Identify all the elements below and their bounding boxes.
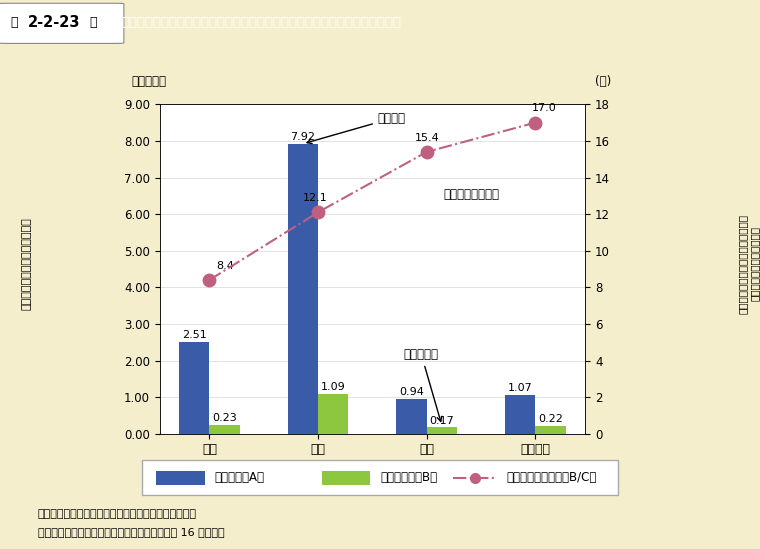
Text: 大学院学生の割合: 大学院学生の割合 <box>443 188 499 200</box>
Text: 大学院学生: 大学院学生 <box>404 348 442 422</box>
Text: 2-2-23: 2-2-23 <box>28 15 81 30</box>
Text: (％): (％) <box>595 75 612 88</box>
Text: 資料：文部科学省「教育指標の国際比較（平成 16 年版）」: 資料：文部科学省「教育指標の国際比較（平成 16 年版）」 <box>38 527 225 537</box>
Text: 0.94: 0.94 <box>399 388 424 397</box>
Text: 大学院学生（B）: 大学院学生（B） <box>380 471 437 484</box>
FancyBboxPatch shape <box>0 3 124 43</box>
Bar <box>287 144 318 434</box>
Text: 8.4: 8.4 <box>217 261 235 271</box>
Text: 主要国における学部・大学院に在籍する全学生数に占める大学院学生数の割合: 主要国における学部・大学院に在籍する全学生数に占める大学院学生数の割合 <box>122 16 401 29</box>
Text: 学部・大学院に在籍する学生数: 学部・大学院に在籍する学生数 <box>21 217 32 310</box>
FancyBboxPatch shape <box>141 460 619 495</box>
Text: 0.23: 0.23 <box>212 413 237 423</box>
Bar <box>396 399 427 434</box>
Bar <box>209 425 240 434</box>
Text: 学部・大学院に在籍する全学生数に
占める大学院学生数の割合: 学部・大学院に在籍する全学生数に 占める大学院学生数の割合 <box>738 214 759 313</box>
Bar <box>427 428 458 434</box>
Bar <box>505 395 536 434</box>
Text: 大学院学生の比率（B/C）: 大学院学生の比率（B/C） <box>506 471 597 484</box>
Text: 7.92: 7.92 <box>290 132 315 142</box>
Text: 1.09: 1.09 <box>321 382 346 392</box>
Text: （百万人）: （百万人） <box>131 75 166 88</box>
Text: 0.17: 0.17 <box>429 416 454 425</box>
Text: 1.07: 1.07 <box>508 383 533 393</box>
Text: 15.4: 15.4 <box>414 133 439 143</box>
Text: 12.1: 12.1 <box>302 193 327 203</box>
Text: 注）米、英に関してはフルタイム在学者の数である。: 注）米、英に関してはフルタイム在学者の数である。 <box>38 509 197 519</box>
Text: 学部学生: 学部学生 <box>307 112 406 144</box>
Text: 第: 第 <box>11 16 18 29</box>
Bar <box>179 342 209 434</box>
Text: 図: 図 <box>90 16 97 29</box>
Text: 2.51: 2.51 <box>182 330 207 340</box>
Text: 0.22: 0.22 <box>538 414 563 424</box>
Text: 17.0: 17.0 <box>532 103 556 114</box>
Text: 学部学生（A）: 学部学生（A） <box>214 471 264 484</box>
Bar <box>318 394 349 434</box>
Bar <box>536 425 566 434</box>
